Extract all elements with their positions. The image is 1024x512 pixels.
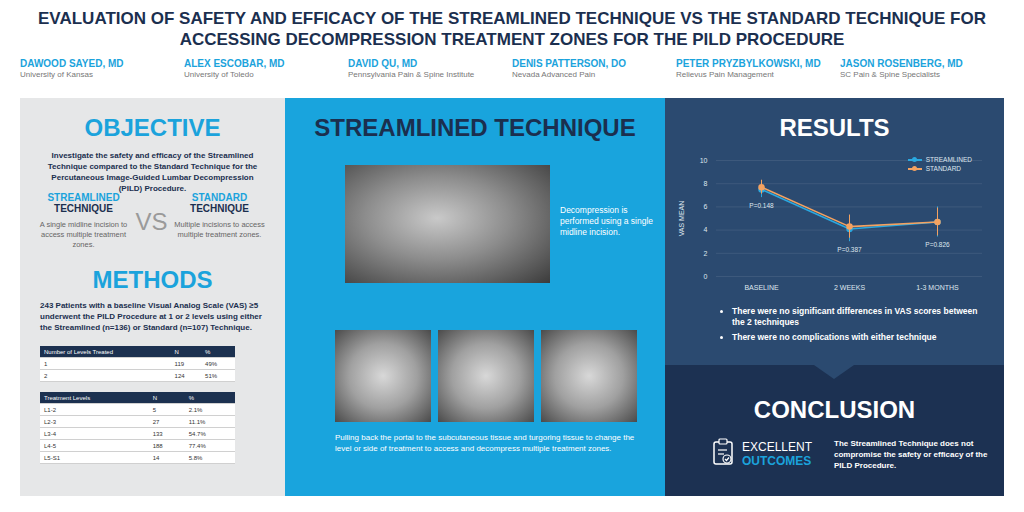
html-text:119: 119 xyxy=(174,360,185,367)
svg-text:P=0.148: P=0.148 xyxy=(749,202,774,209)
html-text:METHODS: METHODS xyxy=(92,266,213,293)
html-text:EXCELLENT: EXCELLENT xyxy=(742,440,812,454)
html-text:Number of Levels Treated: Number of Levels Treated xyxy=(44,348,113,355)
html-text:STANDARD: STANDARD xyxy=(925,165,961,172)
svg-text:1-3 MONTHS: 1-3 MONTHS xyxy=(916,284,959,291)
html-text:1: 1 xyxy=(44,360,48,367)
html-text:University of Kansas: University of Kansas xyxy=(20,70,93,79)
html-text:Decompression is performed usi: Decompression is performed using a singl… xyxy=(560,205,654,237)
html-text:CONCLUSION: CONCLUSION xyxy=(753,396,916,423)
html-text:Pennsylvania Pain & Spine Inst: Pennsylvania Pain & Spine Institute xyxy=(348,70,475,79)
html-text:5: 5 xyxy=(152,406,156,413)
svg-text:8: 8 xyxy=(704,180,708,187)
html-text:University of Toledo: University of Toledo xyxy=(184,70,254,79)
html-text:L4-5: L4-5 xyxy=(44,442,56,449)
html-text:5.8%: 5.8% xyxy=(188,454,203,461)
html-text:14: 14 xyxy=(152,454,160,461)
html-text:STREAMLINED TECHNIQUE: STREAMLINED TECHNIQUE xyxy=(314,114,636,141)
svg-text:0: 0 xyxy=(704,273,708,280)
html-text:VS: VS xyxy=(135,208,168,235)
svg-text:VAS MEAN: VAS MEAN xyxy=(678,201,685,237)
html-text:51%: 51% xyxy=(205,372,218,379)
svg-text:4: 4 xyxy=(704,226,708,233)
html-text:N: N xyxy=(174,348,179,355)
html-text:DENIS PATTERSON, DO: DENIS PATTERSON, DO xyxy=(512,58,627,69)
html-text:Relievus Pain Management: Relievus Pain Management xyxy=(676,70,774,79)
html-text:133: 133 xyxy=(152,430,163,437)
html-text:243 Patients with a baseline V: 243 Patients with a baseline Visual Anal… xyxy=(40,301,262,332)
html-text:RESULTS: RESULTS xyxy=(779,114,890,141)
html-text:Multiple incisions to access m: Multiple incisions to access multiple tr… xyxy=(174,220,265,239)
svg-text:P=0.826: P=0.826 xyxy=(925,241,950,248)
html-text:49%: 49% xyxy=(205,360,218,367)
svg-text:BASELINE: BASELINE xyxy=(744,284,779,291)
html-text:77.4%: 77.4% xyxy=(188,442,206,449)
html-text:Investigate the safety and eff: Investigate the safety and efficacy of t… xyxy=(47,151,258,193)
html-text:N: N xyxy=(152,394,157,401)
html-text:STREAMLINED: STREAMLINED xyxy=(925,156,972,163)
svg-text:2: 2 xyxy=(704,250,708,257)
html-text:OBJECTIVE: OBJECTIVE xyxy=(84,114,221,141)
html-text:L5-S1: L5-S1 xyxy=(44,454,60,461)
html-text:TECHNIQUE: TECHNIQUE xyxy=(190,203,249,214)
html-text:EVALUATION OF SAFETY AND EFFIC: EVALUATION OF SAFETY AND EFFICACY OF THE… xyxy=(38,9,986,49)
html-text:11.1%: 11.1% xyxy=(188,418,206,425)
html-text:DAWOOD SAYED, MD: DAWOOD SAYED, MD xyxy=(20,58,124,69)
svg-text:6: 6 xyxy=(704,203,708,210)
html-text:TECHNIQUE: TECHNIQUE xyxy=(54,203,113,214)
html-text:STREAMLINED: STREAMLINED xyxy=(47,192,120,203)
html-text:27: 27 xyxy=(152,418,160,425)
html-text:There were no significant diff: There were no significant differences in… xyxy=(732,306,978,327)
html-text:ALEX ESCOBAR, MD: ALEX ESCOBAR, MD xyxy=(184,58,285,69)
html-text:SC Pain & Spine Specialists: SC Pain & Spine Specialists xyxy=(840,70,941,79)
html-text:Nevada Advanced Pain: Nevada Advanced Pain xyxy=(512,70,596,79)
html-text:Pulling back the portal to the: Pulling back the portal to the subcutane… xyxy=(335,433,635,453)
html-text:L3-4: L3-4 xyxy=(44,430,56,437)
html-text:188: 188 xyxy=(152,442,163,449)
html-text:DAVID QU, MD: DAVID QU, MD xyxy=(348,58,418,69)
html-text:JASON ROSENBERG, MD: JASON ROSENBERG, MD xyxy=(840,58,963,69)
svg-text:P=0.387: P=0.387 xyxy=(837,246,862,253)
html-text:A single midline incision to a: A single midline incision to access mult… xyxy=(39,220,128,249)
html-text:54.7%: 54.7% xyxy=(188,430,206,437)
html-text:There were no complications wi: There were no complications with either … xyxy=(732,332,937,342)
html-text:Treatment Levels: Treatment Levels xyxy=(44,394,91,401)
html-text:2: 2 xyxy=(44,372,48,379)
html-text:124: 124 xyxy=(174,372,185,379)
html-text:The Streamlined Technique does: The Streamlined Technique does not compr… xyxy=(834,439,988,470)
html-text:OUTCOMES: OUTCOMES xyxy=(742,454,812,468)
html-text:2.1%: 2.1% xyxy=(188,406,203,413)
html-text:STANDARD: STANDARD xyxy=(191,192,248,203)
html-text:PETER PRYZBYLKOWSKI, MD: PETER PRYZBYLKOWSKI, MD xyxy=(676,58,821,69)
html-text:L1-2: L1-2 xyxy=(44,406,56,413)
svg-text:2 WEEKS: 2 WEEKS xyxy=(834,284,865,291)
svg-text:10: 10 xyxy=(700,157,708,164)
html-text:L2-3: L2-3 xyxy=(44,418,56,425)
